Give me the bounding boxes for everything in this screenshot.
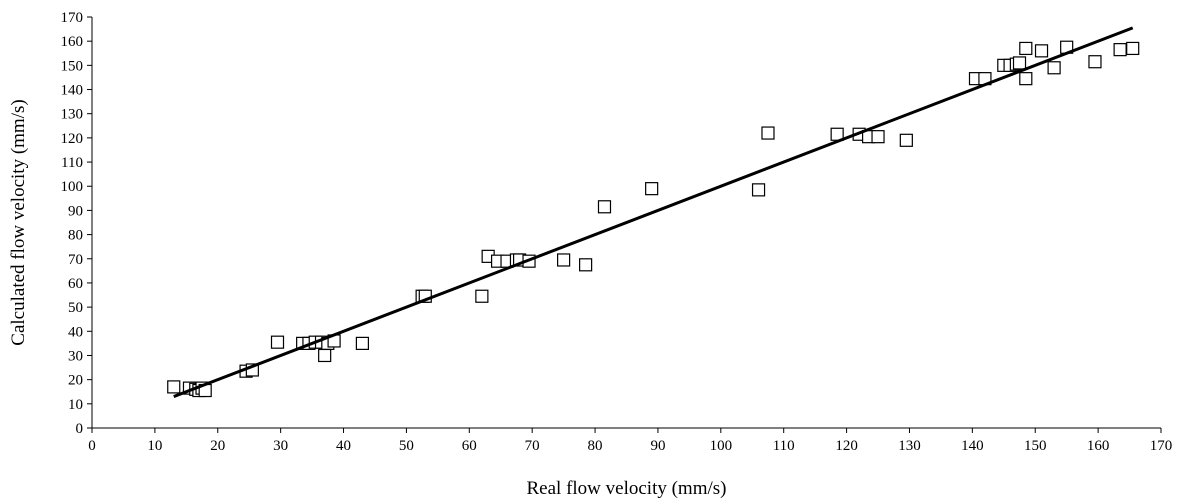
y-tick-label: 130	[61, 107, 84, 123]
y-tick-label: 70	[68, 252, 83, 268]
x-tick-label: 100	[710, 438, 733, 454]
data-point	[167, 380, 181, 394]
data-point	[318, 348, 332, 363]
y-tick-label: 40	[68, 324, 83, 340]
y-tick-label: 100	[61, 179, 84, 195]
data-point	[1012, 56, 1027, 70]
x-tick-label: 40	[336, 438, 351, 454]
y-tick-label: 90	[68, 203, 83, 219]
y-tick-label: 0	[76, 421, 84, 437]
data-point	[899, 133, 913, 147]
trend-line	[173, 26, 1134, 398]
data-point	[1034, 44, 1049, 58]
x-tick-label: 80	[588, 438, 603, 454]
x-tick-label: 10	[147, 438, 162, 454]
data-point	[355, 336, 369, 350]
data-point	[751, 183, 766, 197]
y-tick-label: 20	[68, 373, 83, 389]
x-axis-title: Real flow velocity (mm/s)	[527, 478, 727, 499]
y-tick-label: 140	[61, 83, 84, 99]
data-point	[1019, 72, 1033, 86]
x-tick-label: 130	[898, 438, 921, 454]
data-point	[761, 126, 775, 140]
y-tick-label: 50	[68, 300, 83, 316]
x-tick-label: 110	[773, 438, 795, 454]
data-point	[475, 289, 489, 303]
y-tick-label: 120	[61, 131, 84, 147]
y-axis-title: Calculated flow velocity (mm/s)	[8, 99, 29, 345]
data-point	[557, 253, 571, 267]
data-point	[1113, 43, 1127, 57]
x-tick-label: 60	[462, 438, 477, 454]
x-tick-label: 150	[1024, 438, 1047, 454]
y-axis-ticks: 0 10 20 30 40 50 60 70 80 90 100 110 120 130 140 150 160…	[61, 10, 92, 437]
data-point	[579, 258, 593, 272]
y-tick-label: 160	[61, 34, 84, 50]
x-axis-ticks: 0 10 20 30 40 50 60 70 80 90 100 110 120 130 140 150 160…	[88, 428, 1172, 454]
data-point	[645, 182, 659, 196]
x-tick-label: 30	[273, 438, 288, 454]
x-tick-label: 160	[1087, 438, 1110, 454]
y-tick-label: 30	[68, 348, 83, 364]
y-tick-label: 170	[61, 10, 84, 26]
y-tick-label: 150	[61, 58, 84, 74]
data-point	[270, 335, 285, 349]
data-point	[1088, 55, 1102, 69]
data-point	[597, 200, 612, 214]
x-tick-label: 50	[399, 438, 414, 454]
data-point	[1019, 41, 1033, 56]
data-point	[1126, 41, 1140, 56]
y-tick-label: 60	[68, 276, 83, 292]
y-tick-label: 10	[68, 397, 83, 413]
x-tick-label: 0	[88, 438, 96, 454]
data-point	[871, 130, 885, 144]
y-tick-label: 80	[68, 228, 83, 244]
x-tick-label: 120	[835, 438, 858, 454]
x-tick-label: 70	[525, 438, 540, 454]
x-tick-label: 140	[961, 438, 984, 454]
y-tick-label: 110	[61, 155, 83, 171]
x-tick-label: 170	[1150, 438, 1173, 454]
data-point	[1047, 61, 1061, 75]
x-tick-label: 20	[210, 438, 225, 454]
x-tick-label: 90	[650, 438, 665, 454]
